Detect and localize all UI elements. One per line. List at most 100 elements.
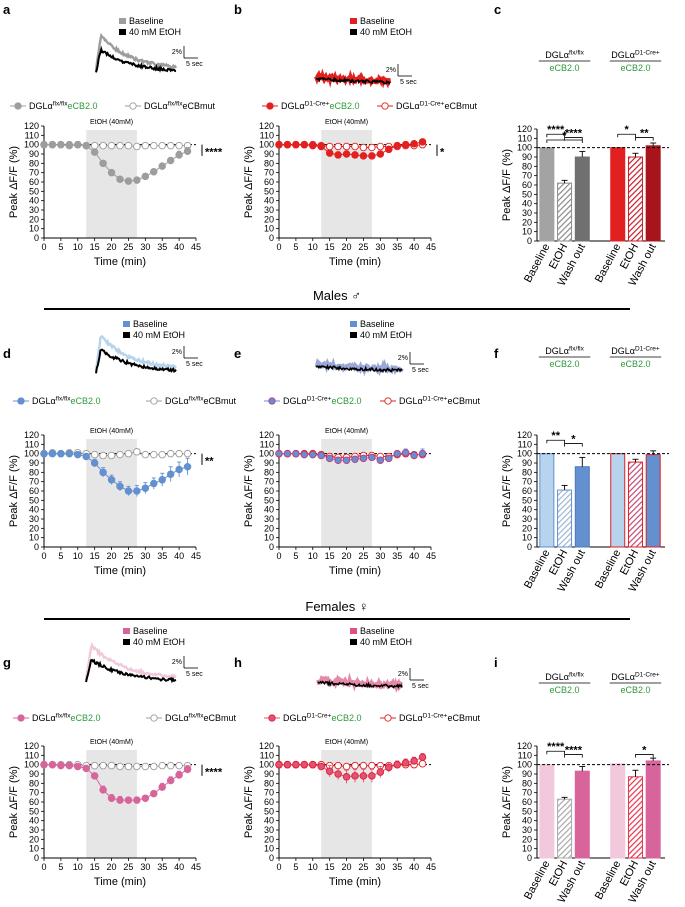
x-tick-label: 0 — [276, 551, 281, 561]
data-point — [40, 760, 48, 769]
y-tick-label: 20 — [522, 523, 532, 533]
scale-y-label: 2% — [398, 355, 408, 362]
scale-y-label: 2% — [172, 349, 182, 356]
x-tick-label: 40 — [409, 862, 419, 872]
data-point — [133, 762, 141, 771]
panel-f: f DGLαflx/flx eCB2.0 DGLαD1-Cre+ eCB2.0 01020… — [494, 346, 669, 594]
x-tick-label: 30 — [140, 551, 150, 561]
y-tick-label: 20 — [264, 523, 274, 533]
x-axis-label: Time (min) — [329, 876, 381, 888]
data-point — [166, 470, 175, 478]
y-tick-label: 80 — [264, 467, 274, 477]
group-subtitle: eCB2.0 — [620, 63, 650, 73]
y-tick-label: 40 — [29, 196, 39, 206]
legend-series-label: DGLαD1-Cre+eCB2.0 — [283, 396, 362, 407]
data-point — [99, 159, 107, 168]
y-axis-label: Peak ΔF/F (%) — [243, 766, 255, 838]
y-tick-label: 40 — [264, 505, 274, 515]
data-point — [325, 149, 334, 157]
scale-y-label: 2% — [172, 659, 182, 666]
data-point — [376, 456, 385, 464]
legend-marker — [384, 397, 392, 405]
y-tick-label: 30 — [29, 825, 39, 835]
group-subtitle: eCB2.0 — [620, 359, 650, 369]
y-tick-label: 120 — [24, 430, 39, 440]
data-point — [116, 141, 124, 150]
legend-ethanol-label: 40 mM EtOH — [360, 637, 412, 647]
bar-baseline — [539, 764, 555, 859]
significance-label: **** — [547, 741, 565, 753]
y-tick-label: 40 — [522, 199, 532, 209]
x-tick-label: 25 — [123, 242, 133, 252]
y-tick-label: 10 — [29, 844, 39, 854]
y-tick-label: 0 — [527, 853, 532, 863]
y-tick-label: 0 — [269, 542, 274, 552]
y-tick-label: 30 — [264, 825, 274, 835]
data-point — [40, 449, 48, 458]
x-tick-label: 5 — [58, 551, 63, 561]
x-tick-label: 35 — [157, 242, 167, 252]
y-tick-label: 90 — [522, 458, 532, 468]
x-tick-label: 15 — [90, 862, 100, 872]
data-point — [65, 761, 74, 770]
data-point — [57, 761, 65, 770]
y-tick-label: 80 — [29, 467, 39, 477]
y-tick-label: 70 — [29, 168, 39, 178]
legend-series-label: DGLαD1-Cre+eCB2.0 — [281, 101, 360, 112]
bar-baseline — [610, 453, 626, 548]
x-tick-label: 30 — [375, 862, 385, 872]
y-tick-label: 30 — [522, 514, 532, 524]
data-point — [133, 448, 141, 456]
x-tick-label: 0 — [41, 551, 46, 561]
group-title: DGLαD1-Cre+ — [611, 50, 660, 61]
x-tick-label: 5 — [58, 862, 63, 872]
bar-wash-out — [645, 760, 661, 859]
data-point — [317, 142, 325, 151]
ethanol-trace — [95, 348, 177, 374]
panel-label: c — [494, 2, 501, 17]
data-point — [368, 761, 376, 770]
y-tick-label: 10 — [29, 533, 39, 543]
y-tick-label: 120 — [259, 430, 274, 440]
legend-series-label: DGLαD1-Cre+eCBmut — [399, 713, 480, 724]
y-tick-label: 60 — [29, 177, 39, 187]
data-point — [300, 450, 309, 459]
x-tick-label: 15 — [90, 551, 100, 561]
y-tick-label: 80 — [522, 161, 532, 171]
data-point — [150, 762, 158, 771]
legend-ethanol-label: 40 mM EtOH — [360, 330, 412, 340]
y-tick-label: 100 — [24, 140, 39, 150]
y-tick-label: 100 — [259, 760, 274, 770]
data-point — [107, 476, 116, 484]
data-point — [141, 450, 150, 459]
legend-swatch-baseline — [350, 321, 357, 327]
data-point — [401, 448, 410, 457]
data-point — [74, 140, 82, 149]
y-axis-label: Peak ΔF/F (%) — [243, 146, 255, 218]
y-tick-label: 30 — [522, 825, 532, 835]
y-tick-label: 0 — [527, 542, 532, 552]
y-tick-label: 70 — [264, 168, 274, 178]
legend-swatch-ethanol — [123, 332, 130, 338]
y-tick-label: 10 — [264, 533, 274, 543]
data-point — [48, 140, 57, 149]
x-tick-label: 40 — [174, 551, 184, 561]
significance-bracket — [564, 443, 583, 447]
data-point — [150, 789, 158, 798]
x-axis-label: Time (min) — [94, 256, 146, 268]
legend-swatch-ethanol — [350, 639, 357, 645]
data-point — [141, 141, 150, 150]
males-label: Males ♂ — [313, 288, 361, 303]
data-point — [385, 763, 393, 772]
y-tick-label: 40 — [264, 196, 274, 206]
y-tick-label: 20 — [29, 214, 39, 224]
data-point — [283, 760, 292, 769]
data-point — [275, 140, 283, 149]
panel-label: h — [234, 655, 242, 670]
y-tick-label: 30 — [29, 205, 39, 215]
x-tick-label: 45 — [426, 862, 436, 872]
y-tick-label: 30 — [29, 514, 39, 524]
x-tick-label: 20 — [107, 242, 117, 252]
x-tick-label: 30 — [140, 862, 150, 872]
